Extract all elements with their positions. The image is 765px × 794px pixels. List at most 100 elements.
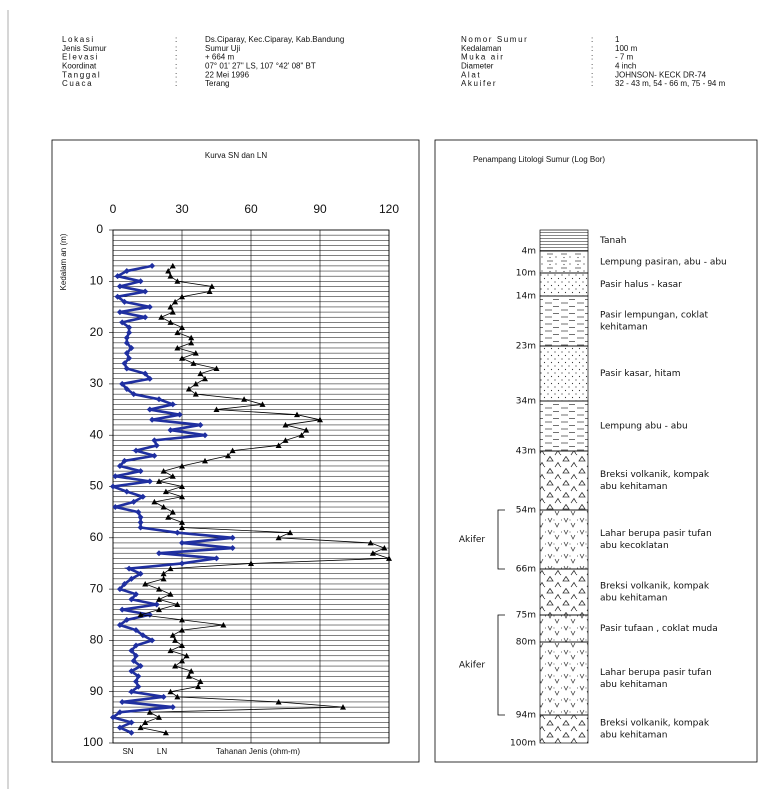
- field-separator: :: [175, 70, 177, 79]
- depth-label: 75m: [516, 611, 536, 621]
- y-axis-label: Kedalam an (m): [59, 233, 68, 290]
- y-tick-label: 0: [96, 222, 103, 236]
- layer-description: Pasir tufaan , coklat muda: [600, 624, 718, 634]
- y-tick-label: 100: [83, 735, 103, 749]
- field-value: 22 Mei 1996: [205, 70, 250, 79]
- point-marker: [214, 555, 220, 561]
- field-label: Cuaca: [62, 79, 93, 88]
- layer: [540, 296, 588, 346]
- field-separator: :: [175, 44, 177, 53]
- layer-description: Breksi volkanik, kompak: [600, 719, 710, 729]
- y-tick-label: 60: [90, 530, 104, 544]
- layer-description: Tanah: [599, 236, 626, 246]
- layer: [540, 401, 588, 451]
- y-tick-label: 20: [90, 325, 104, 339]
- layer-description: Pasir kasar, hitam: [600, 369, 681, 379]
- depth-label: 43m: [516, 447, 536, 457]
- point-marker: [156, 550, 162, 556]
- chart-frame: [52, 140, 419, 762]
- field-value: 07° 01' 27" LS, 107 °42' 08" BT: [205, 62, 316, 71]
- field-label: Kedalaman: [461, 44, 501, 53]
- point-marker: [202, 432, 208, 438]
- field-value: Sumur Uji: [205, 44, 240, 53]
- field-value: - 7 m: [615, 53, 634, 62]
- layer: [540, 642, 588, 715]
- point-marker: [147, 304, 153, 310]
- x-tick-label: 30: [175, 202, 189, 216]
- y-tick-label: 40: [90, 427, 104, 441]
- layer-description: Breksi volkanik, kompak: [600, 582, 710, 592]
- point-marker: [142, 314, 148, 320]
- layer-description: kehitaman: [600, 323, 648, 333]
- field-label: Muka air: [461, 53, 504, 62]
- depth-label: 80m: [516, 638, 536, 648]
- point-marker: [138, 468, 144, 474]
- point-marker: [117, 309, 123, 315]
- layer: [540, 615, 588, 642]
- field-value: 32 - 43 m, 54 - 66 m, 75 - 94 m: [615, 79, 726, 88]
- point-marker: [147, 407, 153, 413]
- layer: [540, 510, 588, 569]
- field-separator: :: [591, 35, 593, 44]
- point-marker: [154, 601, 160, 607]
- layer-description: Lahar berupa pasir tufan: [600, 668, 712, 678]
- point-marker: [179, 540, 185, 546]
- legend-label: LN: [157, 747, 167, 756]
- point-marker: [149, 417, 155, 423]
- field-separator: :: [175, 79, 177, 88]
- layer-description: abu kehitaman: [600, 731, 667, 741]
- field-separator: :: [175, 62, 177, 71]
- y-tick-label: 30: [90, 376, 104, 390]
- point-marker: [230, 535, 236, 541]
- field-value: 1: [615, 35, 620, 44]
- y-tick-label: 80: [90, 633, 104, 647]
- x-tick-label: 120: [379, 202, 399, 216]
- layer: [540, 715, 588, 743]
- layer-description: Pasir halus - kasar: [600, 280, 682, 290]
- point-marker: [117, 283, 123, 289]
- layer: [540, 251, 588, 273]
- field-label: Nomor Sumur: [461, 35, 528, 44]
- depth-label: 4m: [522, 247, 537, 257]
- point-marker: [161, 694, 167, 700]
- field-label: Elevasi: [62, 53, 99, 62]
- point-marker: [138, 519, 144, 525]
- depth-label: 94m: [516, 711, 536, 721]
- point-marker: [179, 560, 185, 566]
- field-separator: :: [591, 62, 593, 71]
- field-label: Lokasi: [62, 35, 95, 44]
- layer-description: Lempung pasiran, abu - abu: [600, 258, 727, 268]
- field-separator: :: [591, 79, 593, 88]
- aquifer-bracket: [498, 615, 505, 715]
- aquifer-bracket: [498, 510, 505, 569]
- point-marker: [149, 263, 155, 269]
- point-marker: [230, 545, 236, 551]
- legend-label: SN: [122, 747, 133, 756]
- layer: [540, 230, 588, 251]
- point-marker: [138, 278, 144, 284]
- field-label: Akuifer: [461, 79, 497, 88]
- layer-description: abu kehitaman: [600, 482, 667, 492]
- point-marker: [174, 530, 180, 536]
- point-marker: [119, 699, 125, 705]
- point-marker: [142, 289, 148, 295]
- y-tick-label: 70: [90, 581, 104, 595]
- field-value: Ds.Ciparay, Kec.Ciparay, Kab.Bandung: [205, 35, 344, 44]
- point-marker: [168, 427, 174, 433]
- log-title: Penampang Litologi Sumur (Log Bor): [473, 155, 605, 164]
- layer-description: abu kehitaman: [600, 594, 667, 604]
- field-label: Jenis Sumur: [62, 44, 107, 53]
- field-separator: :: [591, 53, 593, 62]
- depth-label: 100m: [510, 739, 536, 749]
- y-tick-label: 50: [90, 479, 104, 493]
- y-tick-label: 10: [90, 273, 104, 287]
- point-marker: [197, 422, 203, 428]
- layer: [540, 346, 588, 401]
- field-value: 100 m: [615, 44, 638, 53]
- layer-description: Breksi volkanik, kompak: [600, 470, 710, 480]
- layer-description: abu kecoklatan: [600, 541, 669, 551]
- field-value: JOHNSON- KECK DR-74: [615, 70, 707, 79]
- layer-description: Pasir lempungan, coklat: [600, 311, 709, 321]
- aquifer-label: Akifer: [459, 535, 486, 545]
- layer-description: Lahar berupa pasir tufan: [600, 529, 712, 539]
